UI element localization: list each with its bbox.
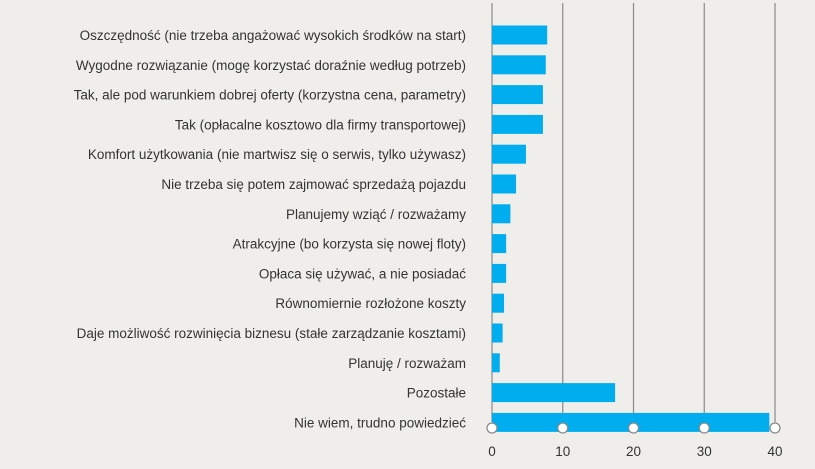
category-label-7: Atrakcyjne (bo korzysta się nowej floty) — [233, 237, 466, 252]
bar-12 — [492, 383, 616, 403]
bars — [492, 25, 770, 432]
x-axis-ticks: 0 10 20 30 40 — [486, 422, 783, 459]
tick-marker-30 — [698, 422, 710, 434]
tick-marker-20 — [627, 422, 640, 434]
tick-label-30: 30 — [697, 444, 712, 459]
category-label-11: Planuję / rozważam — [348, 356, 466, 371]
bar-10 — [492, 323, 503, 343]
bar-2 — [492, 85, 543, 105]
category-label-12: Pozostałe — [407, 386, 466, 401]
tick-label-10: 10 — [555, 444, 570, 459]
category-label-3: Tak (opłacalne kosztowo dla firmy transp… — [175, 117, 466, 132]
category-label-9: Równomiernie rozłożone koszty — [275, 296, 466, 311]
bar-9 — [492, 293, 505, 313]
category-label-4: Komfort użytkowania (nie martwisz się o … — [88, 147, 466, 162]
tick-label-40: 40 — [767, 444, 782, 459]
bar-7 — [492, 234, 507, 254]
tick-label-20: 20 — [626, 444, 641, 459]
bar-0 — [492, 25, 548, 45]
category-label-2: Tak, ale pod warunkiem dobrej oferty (ko… — [74, 88, 466, 103]
tick-label-0: 0 — [488, 444, 496, 459]
category-label-0: Oszczędność (nie trzeba angażować wysoki… — [80, 28, 466, 43]
tick-marker-0 — [486, 422, 498, 434]
bar-4 — [492, 144, 526, 164]
category-label-13: Nie wiem, trudno powiedzieć — [294, 415, 466, 430]
bar-5 — [492, 174, 517, 194]
category-labels: Oszczędność (nie trzeba angażować wysoki… — [74, 28, 467, 430]
bar-1 — [492, 55, 546, 75]
bar-11 — [492, 353, 500, 373]
bar-6 — [492, 204, 511, 224]
tick-marker-10 — [557, 422, 569, 434]
category-label-1: Wygodne rozwiązanie (mogę korzystać dora… — [76, 58, 466, 73]
tick-marker-40 — [769, 422, 781, 434]
category-label-8: Opłaca się używać, a nie posiadać — [259, 266, 466, 281]
bar-3 — [492, 114, 543, 134]
category-label-10: Daje możliwość rozwinięcia biznesu (stał… — [77, 326, 466, 341]
bar-8 — [492, 263, 507, 283]
grid-lines — [491, 3, 776, 422]
category-label-5: Nie trzeba się potem zajmować sprzedażą … — [161, 177, 466, 192]
category-label-6: Planujemy wziąć / rozważamy — [286, 207, 466, 222]
